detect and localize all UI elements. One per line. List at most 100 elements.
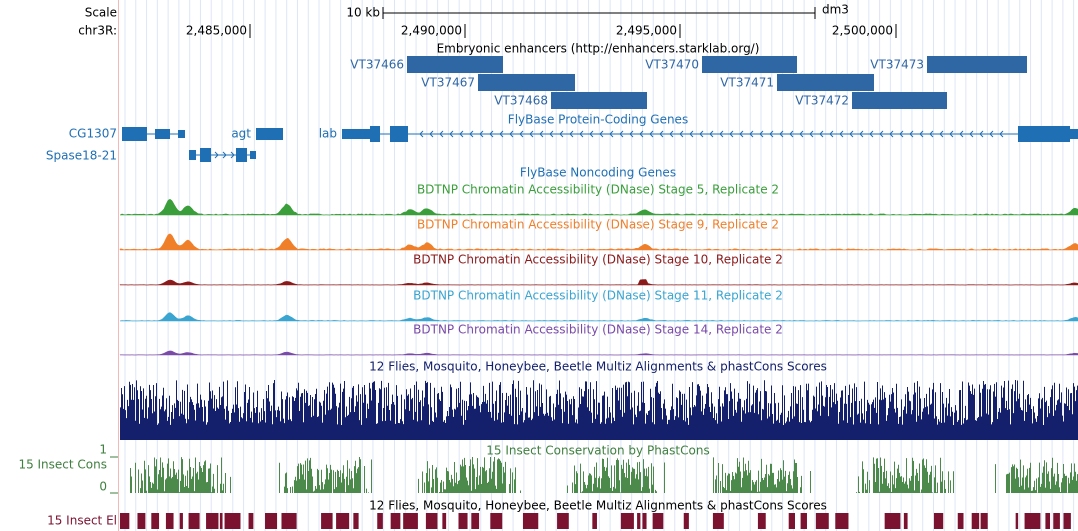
- element: [458, 513, 468, 529]
- chrom-label: chr3R:: [78, 24, 117, 38]
- enhancer-label: VT37471: [720, 76, 774, 90]
- element: [390, 513, 401, 529]
- strand-arrow: [579, 130, 584, 138]
- element: [971, 513, 980, 529]
- element: [219, 513, 223, 529]
- element: [788, 513, 795, 529]
- enhancer-label: VT37472: [795, 94, 849, 108]
- strand-arrow: [629, 130, 634, 138]
- multiz-bars: [120, 380, 1078, 440]
- element: [1015, 513, 1019, 529]
- element: [884, 513, 901, 529]
- element: [248, 513, 254, 529]
- axis-label: 1: [99, 443, 107, 457]
- strand-arrow: [839, 130, 844, 138]
- gene-label: CG1307: [69, 127, 117, 141]
- element: [377, 513, 383, 529]
- exon: [390, 126, 408, 142]
- strand-arrow: [519, 130, 524, 138]
- element: [165, 513, 174, 529]
- signal: [119, 233, 1078, 251]
- strand-arrow: [449, 130, 454, 138]
- strand-arrow: [429, 130, 434, 138]
- position-label: 2,500,000: [832, 24, 893, 38]
- element: [522, 513, 539, 529]
- track-title: BDTNP Chromatin Accessibility (DNase) St…: [417, 218, 779, 232]
- strand-arrow: [859, 130, 864, 138]
- track-title: FlyBase Noncoding Genes: [520, 166, 676, 180]
- strand-arrow: [619, 130, 624, 138]
- enhancer-label: VT37468: [494, 94, 548, 108]
- strand-arrow: [969, 130, 974, 138]
- exon: [155, 129, 170, 139]
- strand-arrow: [609, 130, 614, 138]
- strand-arrow: [479, 130, 484, 138]
- position-label: 2,490,000: [401, 24, 462, 38]
- strand-arrow: [849, 130, 854, 138]
- exon: [1070, 129, 1078, 139]
- signal: [119, 312, 1078, 322]
- strand-arrow: [889, 130, 894, 138]
- strand-arrow: [919, 130, 924, 138]
- ruler-text: 10 kb: [346, 6, 380, 20]
- track-title: FlyBase Protein-Coding Genes: [508, 113, 688, 127]
- element: [336, 513, 350, 529]
- element: [835, 513, 849, 529]
- strand-arrow: [599, 130, 604, 138]
- strand-arrow: [529, 130, 534, 138]
- gene-label: Spase18-21: [46, 149, 117, 163]
- element: [403, 513, 418, 529]
- strand-arrow: [699, 130, 704, 138]
- strand-arrow: [869, 130, 874, 138]
- strand-arrow: [949, 130, 954, 138]
- element: [471, 513, 480, 529]
- element: [321, 513, 333, 529]
- signal: [119, 350, 1078, 356]
- exon: [122, 127, 147, 141]
- strand-arrow: [779, 130, 784, 138]
- strand-arrow: [549, 130, 554, 138]
- strand-arrow: [589, 130, 594, 138]
- strand-arrow: [929, 130, 934, 138]
- track-title: BDTNP Chromatin Accessibility (DNase) St…: [413, 253, 783, 267]
- grid: [124, 0, 1075, 531]
- track-title: 12 Flies, Mosquito, Honeybee, Beetle Mul…: [369, 360, 827, 374]
- strand-arrow: [959, 130, 964, 138]
- strand-arrow: [659, 130, 664, 138]
- enhancer: [777, 74, 874, 91]
- enhancer: [852, 92, 947, 109]
- element: [353, 513, 359, 529]
- enhancer-label: VT37467: [421, 76, 475, 90]
- strand-arrow: [719, 130, 724, 138]
- element: [1024, 513, 1041, 529]
- exon: [200, 148, 211, 162]
- gene-label: agt: [231, 127, 251, 141]
- enhancer: [478, 74, 575, 91]
- strand-arrow: [679, 130, 684, 138]
- strand-arrow: [989, 130, 994, 138]
- element: [933, 513, 944, 529]
- strand-arrow: [222, 151, 227, 159]
- element: [425, 513, 438, 529]
- strand-arrow: [759, 130, 764, 138]
- phastcons-bars: [130, 457, 1078, 493]
- strand-arrow: [729, 130, 734, 138]
- enhancer: [551, 92, 647, 109]
- signal: [119, 279, 1078, 286]
- axis-label: 0: [99, 480, 107, 494]
- enhancer: [407, 56, 503, 73]
- strand-arrow: [649, 130, 654, 138]
- strand-arrow: [709, 130, 714, 138]
- track-title: BDTNP Chromatin Accessibility (DNase) St…: [413, 289, 783, 303]
- side-label: 15 Insect Cons: [18, 458, 107, 472]
- exon: [370, 126, 380, 142]
- strand-arrow: [789, 130, 794, 138]
- strand-arrow: [909, 130, 914, 138]
- strand-arrow: [639, 130, 644, 138]
- track-title: 15 Insect Conservation by PhastCons: [486, 444, 709, 458]
- element: [1063, 513, 1071, 529]
- element: [683, 513, 689, 529]
- element: [800, 513, 807, 529]
- signal: [119, 198, 1078, 216]
